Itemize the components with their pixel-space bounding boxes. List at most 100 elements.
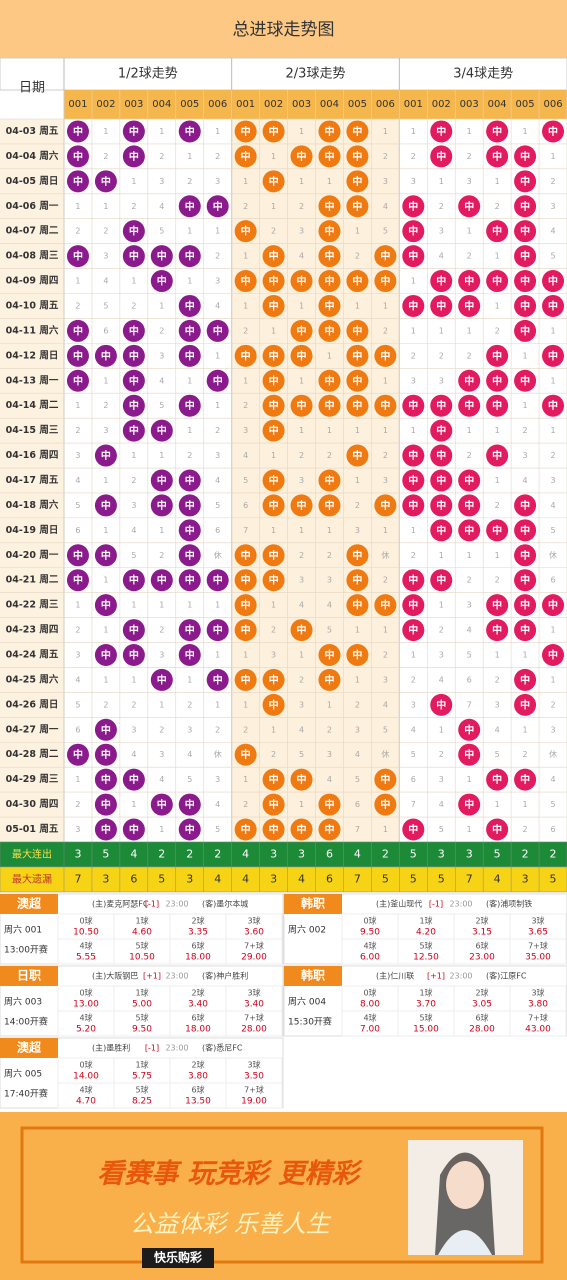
row-date: 04-05 周日 bbox=[6, 176, 59, 187]
row-date: 04-21 周二 bbox=[6, 575, 59, 586]
hit-ball bbox=[402, 195, 425, 218]
hit-ball bbox=[262, 668, 285, 691]
odds-cell[interactable] bbox=[169, 938, 227, 965]
goal-label: 6球 bbox=[475, 1012, 488, 1022]
odds-cell[interactable] bbox=[57, 1082, 115, 1109]
odds-cell[interactable] bbox=[341, 938, 399, 965]
hit-ball bbox=[514, 494, 537, 517]
miss-count: 3 bbox=[159, 650, 164, 659]
goal-label: 7+球 bbox=[244, 1012, 264, 1022]
miss-count: 5 bbox=[327, 626, 332, 635]
miss-count: 2 bbox=[187, 177, 192, 186]
odds-cell[interactable] bbox=[113, 913, 171, 940]
odds-cell[interactable] bbox=[57, 938, 115, 965]
summary-value: 2 bbox=[382, 847, 389, 860]
miss-count: 1 bbox=[355, 626, 360, 635]
odds-cell[interactable] bbox=[341, 913, 399, 940]
hit-label: 中 bbox=[185, 399, 195, 412]
row-date: 04-28 周二 bbox=[6, 749, 59, 760]
miss-count: 2 bbox=[411, 551, 416, 560]
home-team: (主)大阪钢巴 bbox=[92, 970, 138, 980]
miss-count: 1 bbox=[411, 127, 416, 136]
row-date: 04-26 周日 bbox=[6, 699, 59, 710]
odds-cell[interactable] bbox=[509, 913, 567, 940]
odds-value: 3.65 bbox=[528, 927, 548, 937]
hit-label: 中 bbox=[297, 150, 307, 163]
odds-cell[interactable] bbox=[57, 1010, 115, 1037]
odds-cell[interactable] bbox=[113, 1082, 171, 1109]
odds-cell[interactable] bbox=[509, 938, 567, 965]
hit-label: 中 bbox=[101, 175, 111, 188]
odds-cell[interactable] bbox=[169, 1010, 227, 1037]
miss-count: 1 bbox=[355, 227, 360, 236]
goal-label: 5球 bbox=[135, 1084, 148, 1094]
match-start: 14:00开赛 bbox=[4, 1015, 48, 1027]
miss-count: 1 bbox=[550, 152, 555, 161]
hit-label: 中 bbox=[269, 474, 279, 487]
hit-label: 中 bbox=[408, 449, 418, 462]
home-team: (主)釜山现代 bbox=[376, 898, 422, 908]
hit-ball bbox=[402, 294, 425, 317]
hit-label: 中 bbox=[492, 449, 502, 462]
odds-value: 18.00 bbox=[185, 1024, 211, 1034]
odds-cell[interactable] bbox=[397, 938, 455, 965]
miss-count: 4 bbox=[383, 202, 388, 211]
hit-ball bbox=[122, 818, 145, 841]
odds-cell[interactable] bbox=[113, 985, 171, 1012]
row-date: 04-09 周四 bbox=[6, 276, 59, 287]
row-date: 05-01 周五 bbox=[6, 824, 59, 835]
hit-ball bbox=[514, 170, 537, 193]
odds-cell[interactable] bbox=[397, 1010, 455, 1037]
odds-cell[interactable] bbox=[225, 1010, 283, 1037]
odds-cell[interactable] bbox=[169, 913, 227, 940]
banner-frame bbox=[20, 1126, 544, 1264]
odds-cell[interactable] bbox=[397, 913, 455, 940]
hit-label: 中 bbox=[352, 399, 362, 412]
odds-cell[interactable] bbox=[225, 913, 283, 940]
hit-ball bbox=[178, 494, 201, 517]
column-header: 001 bbox=[68, 99, 87, 110]
brand-bg bbox=[142, 1248, 214, 1268]
miss-count: 6 bbox=[411, 775, 416, 784]
goal-label: 1球 bbox=[135, 987, 148, 997]
hit-label: 中 bbox=[269, 374, 279, 387]
miss-count: 4 bbox=[131, 526, 136, 535]
odds-cell[interactable] bbox=[57, 1057, 115, 1084]
odds-cell[interactable] bbox=[453, 938, 511, 965]
miss-count: 4 bbox=[495, 725, 500, 734]
column-header: 003 bbox=[460, 99, 479, 110]
miss-count: 1 bbox=[550, 626, 555, 635]
miss-count: 1 bbox=[523, 401, 528, 410]
hit-label: 中 bbox=[492, 275, 502, 288]
odds-cell[interactable] bbox=[225, 1057, 283, 1084]
odds-cell[interactable] bbox=[57, 913, 115, 940]
odds-cell[interactable] bbox=[113, 938, 171, 965]
hit-label: 中 bbox=[185, 648, 195, 661]
odds-cell[interactable] bbox=[169, 1082, 227, 1109]
hit-ball bbox=[458, 718, 481, 741]
summary-value: 3 bbox=[74, 847, 81, 860]
match-code: 周六 001 bbox=[4, 923, 42, 935]
hit-ball bbox=[94, 793, 117, 816]
odds-cell[interactable] bbox=[341, 985, 399, 1012]
odds-cell[interactable] bbox=[509, 985, 567, 1012]
odds-value: 8.00 bbox=[360, 999, 380, 1009]
miss-count: 3 bbox=[383, 476, 388, 485]
odds-cell[interactable] bbox=[509, 1010, 567, 1037]
hit-ball bbox=[318, 643, 341, 666]
row-date: 04-06 周一 bbox=[6, 201, 59, 212]
miss-count: 3 bbox=[411, 700, 416, 709]
away-team: (客)浦项制铁 bbox=[486, 898, 532, 908]
miss-count: 5 bbox=[131, 551, 136, 560]
miss-count: 1 bbox=[467, 227, 472, 236]
hit-ball bbox=[486, 519, 509, 542]
odds-cell[interactable] bbox=[225, 985, 283, 1012]
hit-ball bbox=[178, 544, 201, 567]
hit-label: 中 bbox=[185, 250, 195, 263]
miss-count: 4 bbox=[75, 476, 80, 485]
goal-label: 7+球 bbox=[528, 1012, 548, 1022]
hit-label: 中 bbox=[520, 698, 530, 711]
odds-cell[interactable] bbox=[225, 1082, 283, 1109]
odds-cell[interactable] bbox=[113, 1010, 171, 1037]
odds-cell[interactable] bbox=[225, 938, 283, 965]
